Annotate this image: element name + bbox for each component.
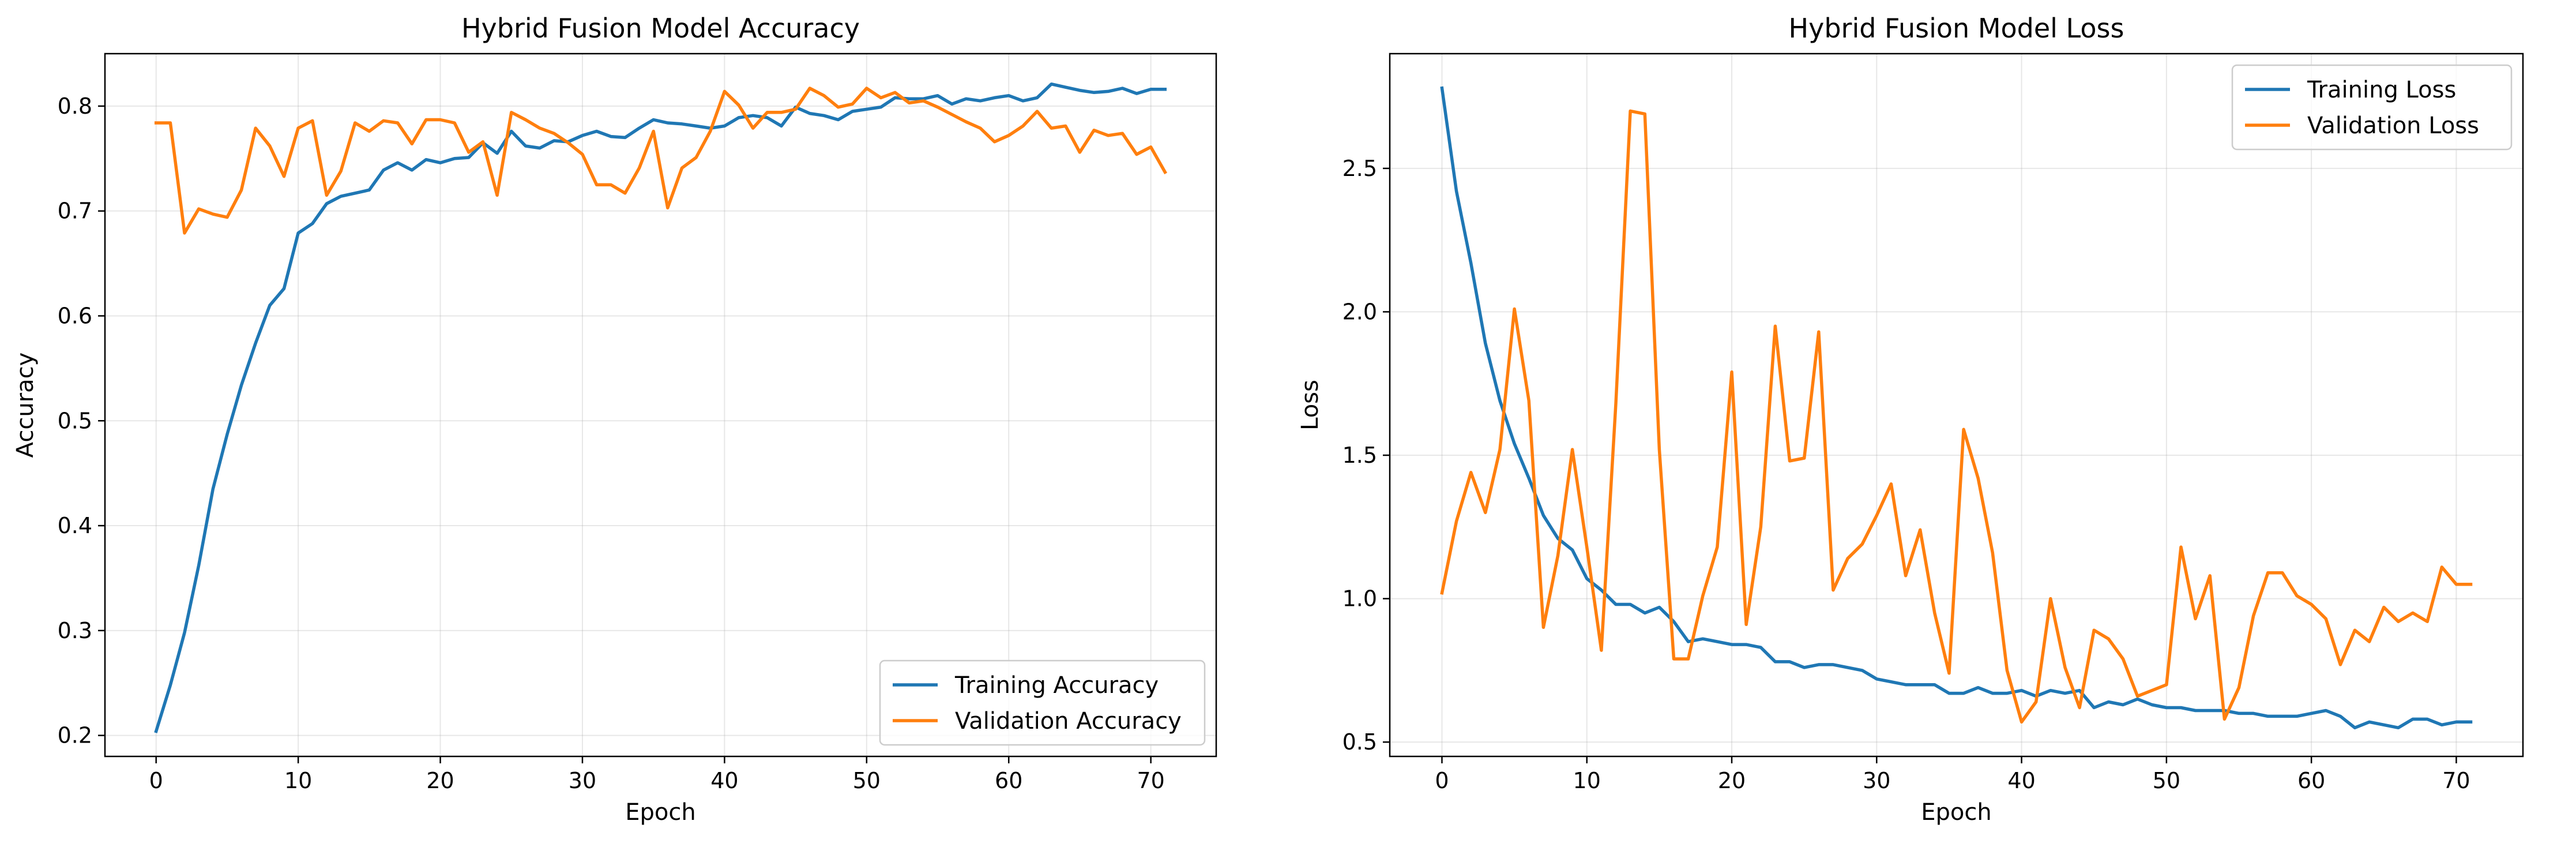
x-tick-label: 40 <box>710 768 738 793</box>
legend: Training Accuracy Validation Accuracy <box>879 659 1206 746</box>
legend-label: Validation Accuracy <box>955 708 1182 734</box>
x-tick-label: 10 <box>284 768 312 793</box>
legend-label: Validation Loss <box>2307 113 2479 139</box>
series-line-validation-loss <box>1440 109 2473 724</box>
accuracy-chart: 0 10 20 30 40 50 60 70 0.2 0.3 0.4 0.5 0.6 0.7 0.8 Hybr… <box>12 13 1217 826</box>
y-tick-label: 0.3 <box>58 618 92 643</box>
x-tick-label: 50 <box>853 768 881 793</box>
chart-title: Hybrid Fusion Model Loss <box>1789 13 2124 44</box>
x-axis-label: Epoch <box>1921 799 1991 826</box>
x-tick-label: 50 <box>2153 768 2180 793</box>
series-line-training-accuracy <box>154 82 1167 733</box>
loss-chart: 0 10 20 30 40 50 60 70 0.5 1.0 1.5 2.0 2.5 Hybrid Fus… <box>1297 13 2524 826</box>
y-tick-label: 0.5 <box>58 408 92 433</box>
grid <box>105 54 1216 756</box>
y-tick-label: 0.8 <box>58 93 92 119</box>
axes-frame <box>1389 53 2524 758</box>
y-axis-label: Accuracy <box>12 353 39 458</box>
y-tick-label: 2.0 <box>1342 299 1377 324</box>
x-tick-label: 70 <box>2442 768 2470 793</box>
y-tick-label: 0.6 <box>58 303 92 328</box>
grid <box>1390 54 2523 756</box>
x-tick-label: 70 <box>1137 768 1164 793</box>
y-tick-label: 2.5 <box>1342 156 1377 181</box>
legend-box <box>2231 64 2513 151</box>
y-tick-label: 0.7 <box>58 198 92 224</box>
x-tick-label: 20 <box>426 768 454 793</box>
y-tick-label: 0.5 <box>1342 729 1377 755</box>
axes-frame <box>104 53 1217 758</box>
x-tick-label: 30 <box>1863 768 1890 793</box>
plot-area <box>105 54 1216 756</box>
x-tick-label: 60 <box>995 768 1022 793</box>
legend-label: Training Loss <box>2307 77 2456 103</box>
x-tick-label: 60 <box>2297 768 2325 793</box>
series-line-training-loss <box>1440 86 2473 730</box>
x-tick-label: 0 <box>1435 768 1449 793</box>
plot-area <box>1390 54 2523 756</box>
x-tick-label: 30 <box>569 768 596 793</box>
legend-box <box>879 659 1206 746</box>
x-tick-label: 0 <box>149 768 163 793</box>
y-tick-label: 1.5 <box>1342 443 1377 468</box>
x-tick-label: 10 <box>1573 768 1601 793</box>
legend: Training Loss Validation Loss <box>2231 64 2513 151</box>
y-tick-label: 1.0 <box>1342 586 1377 612</box>
chart-title: Hybrid Fusion Model Accuracy <box>461 13 860 44</box>
x-tick-label: 40 <box>2007 768 2035 793</box>
legend-label: Training Accuracy <box>954 672 1159 699</box>
series-line-validation-accuracy <box>154 87 1168 235</box>
y-tick-label: 0.4 <box>58 513 92 538</box>
x-axis-label: Epoch <box>625 799 695 826</box>
y-tick-label: 0.2 <box>58 723 92 748</box>
y-axis-label: Loss <box>1297 380 1323 430</box>
x-tick-label: 20 <box>1718 768 1746 793</box>
